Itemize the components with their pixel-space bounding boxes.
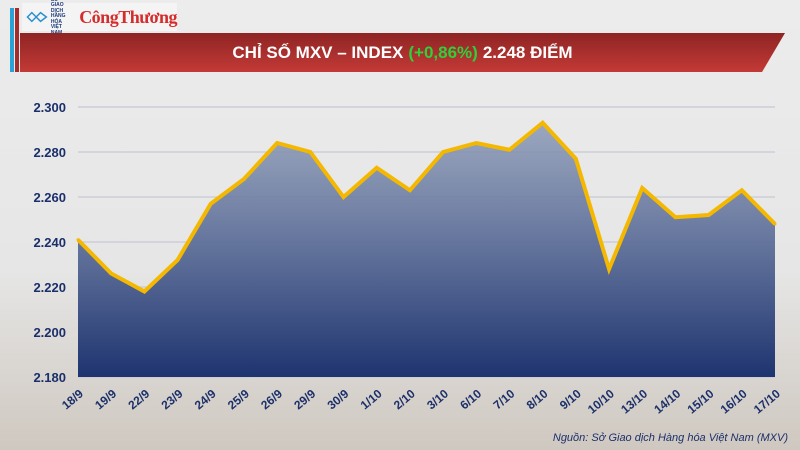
- data-point: [308, 150, 312, 154]
- data-point: [673, 215, 677, 219]
- x-tick-label: 25/9: [225, 386, 252, 412]
- x-tick-label: 7/10: [491, 386, 518, 412]
- data-point: [242, 177, 246, 181]
- x-tick-label: 22/9: [125, 386, 152, 412]
- y-tick-label: 2.260: [33, 190, 66, 205]
- x-tick-label: 2/10: [391, 386, 418, 412]
- title-prefix: CHỈ SỐ MXV – INDEX: [232, 42, 404, 62]
- y-tick-label: 2.220: [33, 280, 66, 295]
- x-tick-label: 29/9: [291, 386, 318, 412]
- x-tick-label: 3/10: [424, 386, 451, 412]
- data-point: [541, 121, 545, 125]
- x-tick-label: 6/10: [457, 386, 484, 412]
- data-point: [740, 188, 744, 192]
- x-tick-label: 13/10: [618, 386, 650, 416]
- y-tick-label: 2.240: [33, 235, 66, 250]
- data-point: [342, 195, 346, 199]
- x-tick-label: 15/10: [685, 386, 717, 416]
- data-point: [707, 213, 711, 217]
- index-line: [76, 120, 777, 294]
- chart-title: CHỈ SỐ MXV – INDEX (+0,86%) 2.248 ĐIỂM: [20, 33, 785, 72]
- title-change: (+0,86%): [408, 42, 478, 62]
- x-tick-label: 26/9: [258, 386, 285, 412]
- data-point: [209, 202, 213, 206]
- accent-bar-red: [15, 8, 19, 72]
- logo-area: SỞ GIAO DỊCH HÀNG HÓA VIỆT NAM CôngThươn…: [22, 0, 177, 35]
- accent-bar-blue: [10, 8, 14, 72]
- x-tick-label: 10/10: [585, 386, 617, 416]
- x-tick-label: 14/10: [651, 386, 683, 416]
- x-tick-label: 30/9: [325, 386, 352, 412]
- data-point: [507, 148, 511, 152]
- data-point: [441, 150, 445, 154]
- x-tick-label: 23/9: [159, 386, 186, 412]
- y-tick-label: 2.280: [33, 145, 66, 160]
- x-tick-label: 9/10: [557, 386, 584, 412]
- x-tick-label: 17/10: [751, 386, 783, 416]
- data-point: [275, 141, 279, 145]
- data-point: [640, 186, 644, 190]
- y-tick-label: 2.300: [33, 100, 66, 115]
- y-tick-label: 2.200: [33, 325, 66, 340]
- data-point: [474, 141, 478, 145]
- data-point: [375, 166, 379, 170]
- area-fill: [78, 122, 775, 377]
- source-note: Nguồn: Sở Giao dịch Hàng hóa Việt Nam (M…: [552, 432, 788, 444]
- data-point: [76, 238, 80, 242]
- data-point: [408, 188, 412, 192]
- congthuong-logo: CôngThương: [79, 6, 177, 27]
- title-value: 2.248 ĐIỂM: [482, 42, 573, 62]
- data-point: [607, 267, 611, 271]
- data-point: [142, 290, 146, 293]
- x-tick-label: 19/9: [92, 386, 119, 412]
- data-point: [574, 157, 578, 161]
- x-tick-label: 1/10: [358, 386, 385, 412]
- data-point: [773, 222, 777, 226]
- data-point: [176, 258, 180, 262]
- x-tick-label: 16/10: [718, 386, 750, 416]
- data-point: [109, 272, 113, 275]
- y-tick-label: 2.180: [33, 370, 66, 385]
- x-tick-label: 8/10: [524, 386, 551, 412]
- mxv-logo-icon: [26, 11, 48, 23]
- x-tick-label: 18/9: [59, 386, 86, 412]
- x-tick-label: 24/9: [192, 386, 219, 412]
- mxv-logo-text: SỞ GIAO DỊCH HÀNG HÓA VIỆT NAM: [50, 0, 66, 36]
